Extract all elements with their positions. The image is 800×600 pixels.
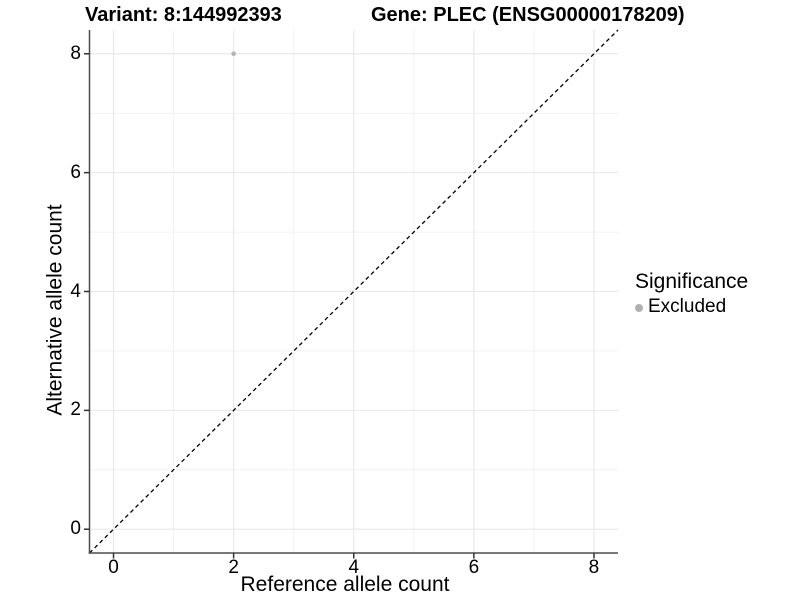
x-tick-label: 2 bbox=[228, 557, 239, 578]
x-tick-label: 0 bbox=[108, 557, 119, 578]
y-tick-label: 2 bbox=[70, 399, 81, 421]
plot-title-gene: Gene: PLEC (ENSG00000178209) bbox=[371, 4, 685, 26]
x-tick-label: 8 bbox=[588, 557, 600, 578]
legend-point-icon bbox=[635, 303, 643, 312]
legend-item-label: Excluded bbox=[648, 296, 727, 318]
y-tick-label: 4 bbox=[70, 280, 81, 302]
legend: Significance Excluded bbox=[635, 270, 748, 318]
y-tick-label: 8 bbox=[70, 42, 81, 64]
y-tick-label: 6 bbox=[70, 161, 81, 183]
legend-title: Significance bbox=[635, 270, 749, 293]
y-axis-title: Alternative allele count bbox=[43, 204, 67, 416]
x-axis-title: Reference allele count bbox=[240, 573, 450, 596]
x-tick-label: 6 bbox=[468, 557, 480, 578]
legend-item-excluded: Excluded bbox=[635, 296, 748, 318]
x-tick-label: 4 bbox=[348, 557, 360, 578]
y-tick-label: 0 bbox=[70, 518, 81, 540]
data-point bbox=[231, 51, 236, 57]
plot-title-variant: Variant: 8:144992393 bbox=[85, 4, 282, 26]
identity-reference-line bbox=[89, 29, 619, 554]
